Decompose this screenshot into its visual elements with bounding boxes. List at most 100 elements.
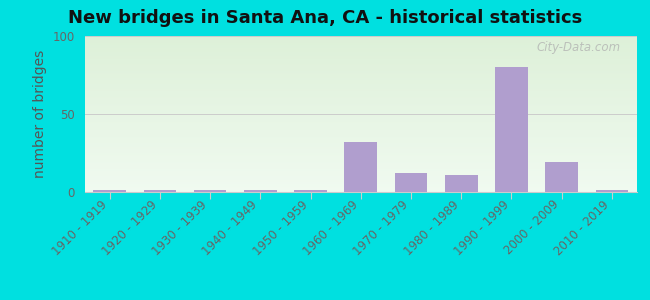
Bar <box>84 52 637 53</box>
Bar <box>84 92 637 93</box>
Bar <box>84 43 637 44</box>
Bar <box>84 64 637 65</box>
Bar <box>84 51 637 52</box>
Bar <box>84 69 637 70</box>
Bar <box>84 169 637 170</box>
Bar <box>84 128 637 129</box>
Bar <box>84 47 637 48</box>
Bar <box>84 190 637 191</box>
Bar <box>84 143 637 144</box>
Bar <box>84 84 637 85</box>
Bar <box>84 178 637 179</box>
Bar <box>84 100 637 101</box>
Bar <box>84 145 637 146</box>
Bar <box>84 132 637 133</box>
Bar <box>84 90 637 91</box>
Bar <box>84 168 637 169</box>
Bar <box>84 121 637 122</box>
Bar <box>84 93 637 94</box>
Bar <box>84 124 637 125</box>
Bar <box>84 78 637 79</box>
Bar <box>84 59 637 60</box>
Bar <box>84 61 637 62</box>
Bar <box>84 71 637 72</box>
Bar <box>84 139 637 140</box>
Bar <box>84 187 637 188</box>
Bar <box>84 63 637 64</box>
Bar <box>94 190 126 192</box>
Bar <box>545 162 578 192</box>
Bar <box>84 115 637 116</box>
Bar <box>244 190 277 192</box>
Bar <box>84 48 637 49</box>
Bar <box>84 189 637 190</box>
Bar <box>84 169 637 170</box>
Bar <box>84 153 637 154</box>
Text: New bridges in Santa Ana, CA - historical statistics: New bridges in Santa Ana, CA - historica… <box>68 9 582 27</box>
Bar <box>84 172 637 173</box>
Text: 1920 - 1929: 1920 - 1929 <box>100 198 160 258</box>
Bar <box>84 170 637 171</box>
Bar <box>84 134 637 135</box>
Bar <box>84 146 637 147</box>
Bar <box>84 165 637 166</box>
Text: 2000 - 2009: 2000 - 2009 <box>502 198 562 258</box>
Bar <box>84 148 637 149</box>
Bar <box>84 186 637 187</box>
Bar <box>84 38 637 39</box>
Bar <box>84 106 637 107</box>
Bar <box>84 89 637 90</box>
Text: 1960 - 1969: 1960 - 1969 <box>301 198 361 258</box>
Bar <box>84 45 637 46</box>
Bar <box>84 41 637 42</box>
Bar <box>84 129 637 130</box>
Bar <box>84 135 637 136</box>
Bar <box>84 162 637 163</box>
Bar <box>84 112 637 113</box>
Bar <box>84 91 637 92</box>
Bar <box>84 131 637 132</box>
Bar <box>84 80 637 81</box>
Bar <box>84 88 637 89</box>
Bar <box>84 144 637 145</box>
Bar <box>84 99 637 100</box>
Bar <box>84 137 637 138</box>
Bar <box>84 94 637 95</box>
Bar <box>84 102 637 103</box>
Bar <box>84 116 637 117</box>
Text: 1910 - 1919: 1910 - 1919 <box>49 198 110 258</box>
Bar <box>84 183 637 184</box>
Bar <box>84 67 637 68</box>
Bar <box>84 50 637 51</box>
Bar <box>84 155 637 156</box>
Bar <box>84 138 637 139</box>
Bar <box>84 191 637 192</box>
Bar <box>595 190 628 192</box>
Bar <box>84 85 637 86</box>
Text: 1970 - 1979: 1970 - 1979 <box>351 198 411 258</box>
Bar <box>84 83 637 84</box>
Bar <box>84 147 637 148</box>
Bar <box>445 175 478 192</box>
Bar <box>84 37 637 38</box>
Bar <box>84 81 637 82</box>
Bar <box>84 123 637 124</box>
Bar <box>84 182 637 183</box>
Bar <box>84 140 637 141</box>
Bar <box>84 104 637 105</box>
Bar <box>495 67 528 192</box>
Bar <box>84 184 637 185</box>
Bar <box>84 98 637 99</box>
Bar <box>84 39 637 40</box>
Bar <box>84 157 637 158</box>
Bar <box>84 163 637 164</box>
Bar <box>84 185 637 186</box>
Bar <box>84 107 637 108</box>
Bar <box>84 46 637 47</box>
Bar <box>84 160 637 161</box>
Bar <box>84 150 637 151</box>
Bar <box>84 141 637 142</box>
Bar <box>84 164 637 165</box>
Bar <box>84 96 637 97</box>
Bar <box>84 55 637 56</box>
